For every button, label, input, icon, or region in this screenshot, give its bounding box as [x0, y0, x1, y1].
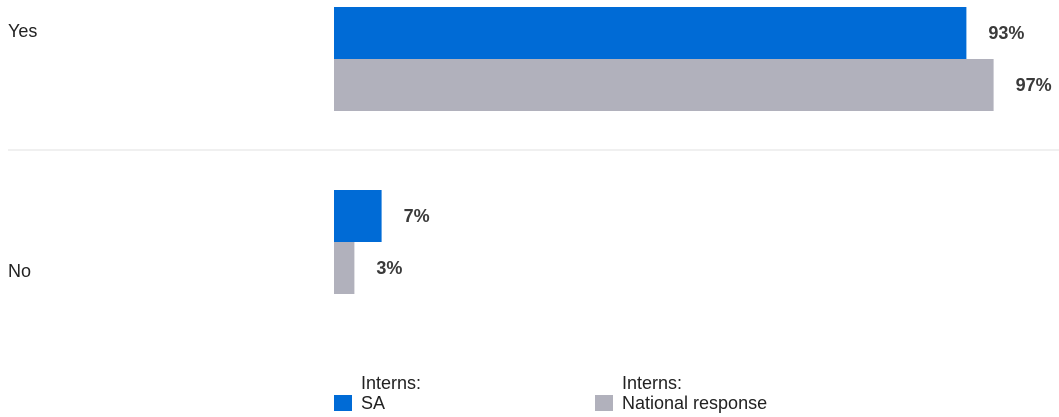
value-label-yes-series-0: 93%: [988, 23, 1024, 43]
bar-yes-series-0: [334, 7, 967, 59]
category-labels: Yes No: [8, 21, 37, 281]
legend-label-sa-line1: Interns:: [361, 373, 422, 393]
bars: [334, 7, 994, 294]
value-label-no-series-1: 3%: [376, 258, 402, 278]
legend-label-national-line2: National response: [622, 393, 768, 413]
legend: Interns: SA Interns: National response: [0, 373, 1059, 417]
legend-label-national: Interns: National response: [622, 373, 767, 413]
bar-no-series-1: [334, 242, 355, 294]
category-label-no: No: [8, 261, 31, 281]
value-label-yes-series-1: 97%: [1016, 75, 1052, 95]
legend-swatch-national: [595, 395, 613, 411]
bar-yes-series-1: [334, 59, 994, 111]
legend-label-national-line1: Interns:: [622, 373, 683, 393]
bar-no-series-0: [334, 190, 382, 242]
legend-label-sa-line2: SA: [361, 393, 386, 413]
category-label-yes: Yes: [8, 21, 37, 41]
legend-label-sa: Interns: SA: [361, 373, 421, 413]
value-labels: 93% 97% 7% 3%: [376, 23, 1051, 278]
value-label-no-series-0: 7%: [404, 206, 430, 226]
legend-swatch-sa: [334, 395, 352, 411]
